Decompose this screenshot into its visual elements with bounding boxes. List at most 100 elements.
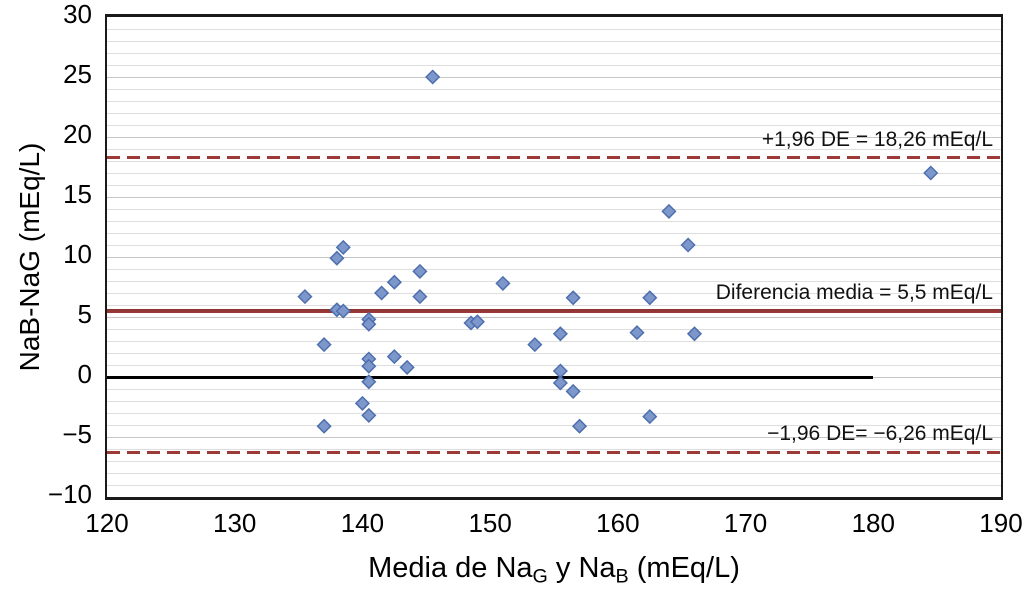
minor-gridline [107,388,1001,390]
mean-line [107,309,1001,313]
minor-gridline [107,148,1001,150]
scatter-point [527,337,543,353]
minor-gridline [107,112,1001,114]
minor-gridline [107,208,1001,210]
y-tick-label: −10 [47,479,92,509]
x-tick-label: 160 [596,508,640,538]
scatter-point [412,289,428,305]
major-gridline [107,136,1001,138]
lower-limit-line-label: −1,96 DE= −6,26 mEq/L [767,422,993,446]
scatter-point [642,409,658,425]
x-axis-title-subscript: G [532,565,548,588]
major-gridline [107,436,1001,438]
minor-gridline [107,328,1001,330]
scatter-point [571,418,588,434]
minor-gridline [107,124,1001,126]
x-tick-label: 180 [851,508,895,538]
scatter-point [686,326,703,342]
scatter-point [661,203,677,219]
minor-gridline [107,232,1001,234]
x-axis-title: Media de NaG y NaB (mEq/L) [368,552,740,589]
zero-line [107,375,874,379]
y-tick-label: 10 [63,239,92,269]
minor-gridline [107,268,1001,270]
scatter-point [680,237,696,253]
scatter-points-layer [297,69,939,434]
upper-limit-line-label: +1,96 DE = 18,26 mEq/L [761,127,993,151]
minor-gridline [107,484,1001,486]
scatter-point [552,326,568,342]
scatter-point [642,290,658,306]
scatter-point [552,375,568,391]
minor-gridline [107,88,1001,90]
minor-gridline [107,220,1001,222]
minor-gridline [107,172,1001,174]
minor-gridline [107,448,1001,450]
minor-gridline [107,28,1001,30]
scatter-point [425,69,441,85]
minor-gridline [107,280,1001,282]
major-gridline [107,76,1001,78]
lower-limit-line [107,450,1001,454]
scatter-point [469,314,485,330]
y-tick-label: 20 [63,119,92,149]
scatter-point [374,285,390,301]
scatter-point [316,337,332,353]
x-tick-label: 140 [340,508,385,538]
minor-gridline [107,292,1001,294]
scatter-point [565,383,581,399]
y-tick-label: 0 [77,359,92,389]
scatter-point [361,374,377,390]
minor-gridline [107,352,1001,354]
minor-gridline [107,304,1001,306]
scatter-point [316,418,332,434]
upper-limit-line [107,156,1001,160]
minor-gridline [107,412,1001,414]
minor-gridline [107,100,1001,102]
minor-gridline [107,340,1001,342]
scatter-point [361,407,377,423]
minor-gridline [107,244,1001,246]
y-tick-label: 15 [63,179,92,209]
scatter-point [386,349,402,365]
scatter-point [335,239,351,255]
x-axis-title-text: (mEq/L) [628,552,740,584]
minor-gridline [107,160,1001,162]
y-tick-label: 30 [63,0,92,29]
scatter-point [629,325,645,341]
major-gridline [107,256,1001,258]
scatter-point [335,303,351,319]
y-tick-label: −5 [62,419,92,449]
scatter-point [361,358,377,374]
x-tick-label: 150 [468,508,512,538]
scatter-point [495,275,511,291]
major-gridline [107,196,1001,198]
scatter-point [329,250,345,266]
minor-gridline [107,472,1001,474]
minor-gridline [107,400,1001,402]
x-axis-title-text: Media de Na [368,552,533,584]
minor-gridline [107,460,1001,462]
minor-gridline [107,364,1001,366]
scatter-point [399,359,415,375]
y-tick-label: 5 [77,299,92,329]
scatter-point [354,395,370,411]
scatter-point [565,290,581,306]
x-tick-label: 170 [723,508,768,538]
y-tick-label: 25 [63,59,92,89]
scatter-point [386,274,402,290]
x-tick-label: 120 [85,508,129,538]
x-axis-title-text: y Na [547,552,616,584]
minor-gridline [107,184,1001,186]
minor-gridline [107,40,1001,42]
minor-gridline [107,52,1001,54]
minor-gridline [107,424,1001,426]
plot-area: +1,96 DE = 18,26 mEq/L Diferencia media =… [105,14,1003,500]
mean-line-label: Diferencia media = 5,5 mEq/L [715,281,993,304]
scatter-point [361,316,377,332]
minor-gridline [107,64,1001,66]
scatter-point [923,165,939,181]
x-axis-title-subscript: B [615,565,629,588]
x-tick-label: 190 [979,508,1023,538]
scatter-point [412,263,428,279]
